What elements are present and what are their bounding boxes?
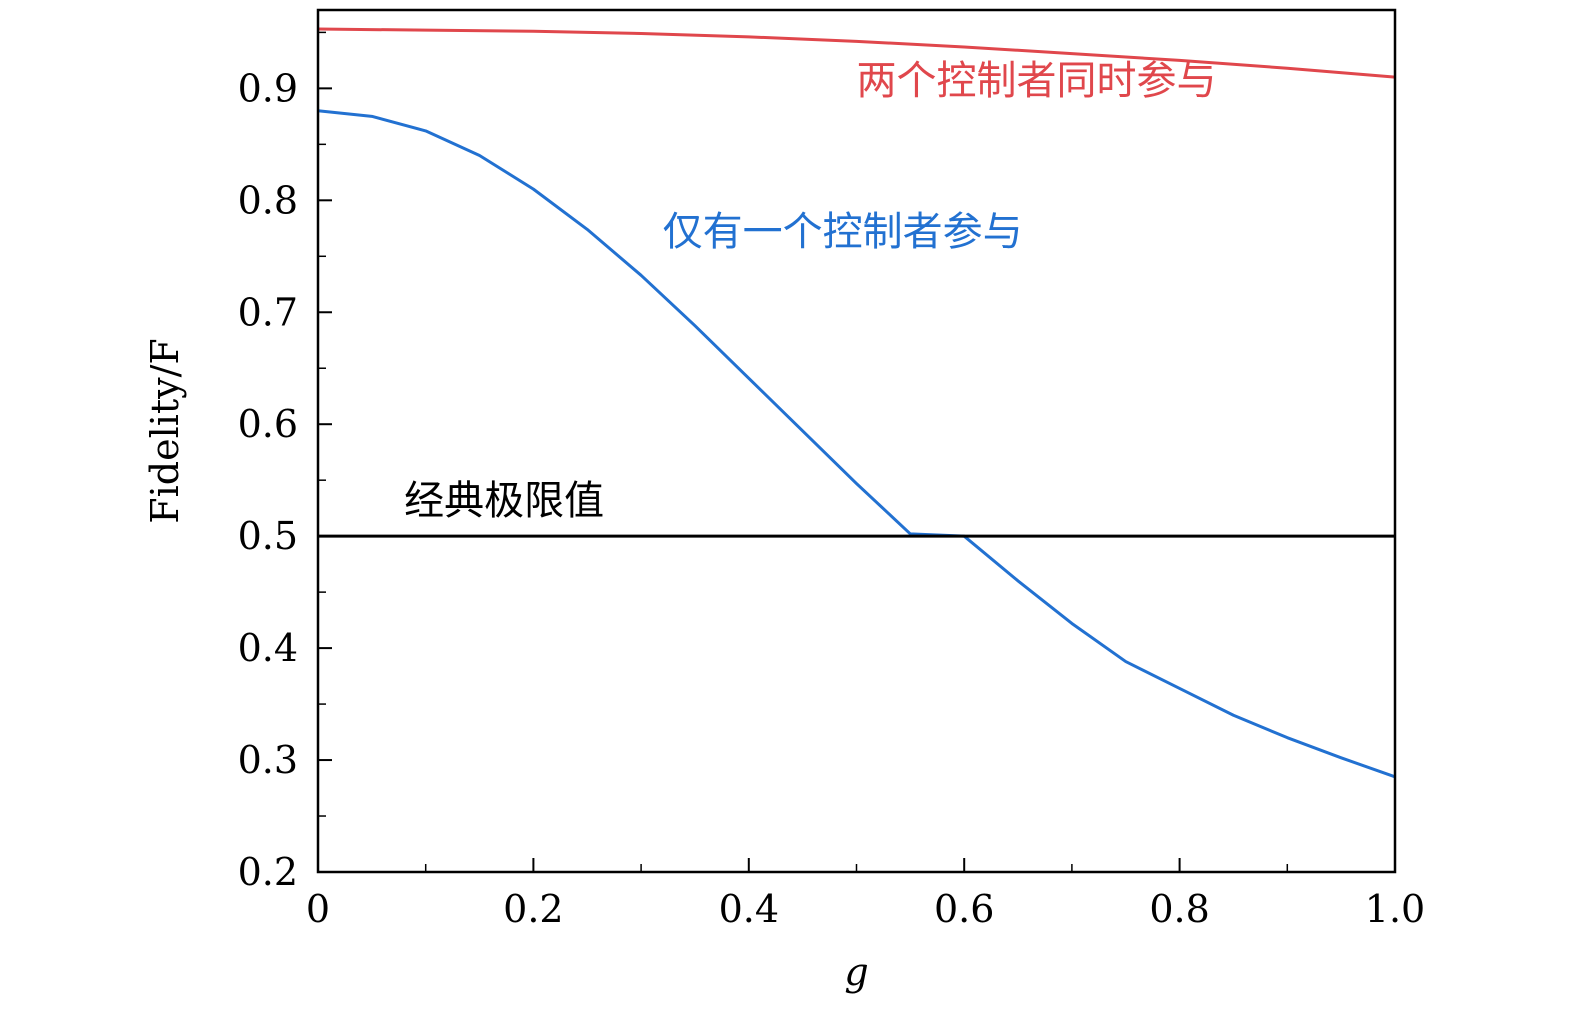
y-tick-label-2: 0.4 <box>238 626 298 670</box>
y-tick-label-5: 0.7 <box>238 290 298 334</box>
x-tick-label-4: 0.8 <box>1149 887 1209 931</box>
x-tick-label-1: 0.2 <box>503 887 563 931</box>
y-tick-label-7: 0.9 <box>238 66 298 110</box>
x-tick-label-3: 0.6 <box>934 887 994 931</box>
x-tick-label-2: 0.4 <box>719 887 779 931</box>
series-line-1 <box>317 109 1396 779</box>
annotation-2: 经典极限值 <box>404 478 604 524</box>
axes: 0 0.2 0.4 0.6 0.8 1.00.20.30.40.50.60.70.80.9 <box>238 31 1425 931</box>
plot-frame <box>316 8 1397 874</box>
series-line-0 <box>317 27 1396 79</box>
y-axis-label: Fidelity/F <box>143 338 187 524</box>
y-tick-label-1: 0.3 <box>238 738 298 782</box>
y-tick-label-4: 0.6 <box>238 402 298 446</box>
x-tick-label-0: 0 <box>306 887 330 931</box>
annotation-1: 仅有一个控制者参与 <box>663 209 1023 255</box>
y-tick-label-6: 0.8 <box>238 178 298 222</box>
y-tick-label-3: 0.5 <box>238 514 298 558</box>
x-axis-label: g <box>844 950 868 994</box>
x-tick-label-5: 1.0 <box>1365 887 1425 931</box>
y-tick-label-0: 0.2 <box>238 850 298 894</box>
annotation-0: 两个控制者同时参与 <box>857 58 1217 104</box>
